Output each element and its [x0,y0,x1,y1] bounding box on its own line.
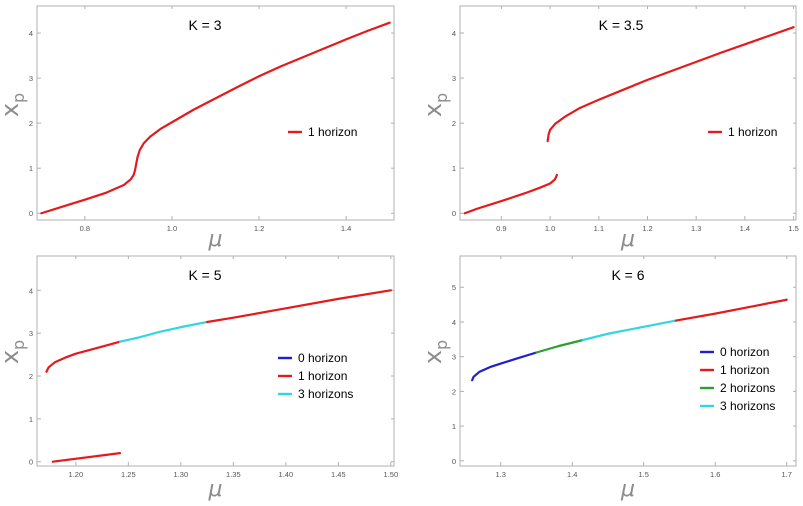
series-line-1-horizon [674,298,788,322]
plot-frame [36,5,395,221]
x-tick-label: 1.4 [740,224,750,233]
y-tick-label: 1 [29,164,33,173]
series-line-1-horizon [40,21,391,215]
chart-panel-3: 1.20 1.25 1.30 1.35 1.40 1.45 1.50 0 1 2 3 4 K = 5 μ x… [0,255,399,502]
y-tick-label: 4 [452,29,456,38]
x-axis-label: μ [208,227,223,252]
x-tick-label: 1.40 [279,470,294,479]
x-tick-label: 1.35 [226,470,241,479]
chart-title: K = 3.5 [599,17,644,33]
legend-label: 1 horizon [728,125,777,139]
y-axis-label: xp [0,93,28,117]
y-tick-label: 3 [452,74,456,83]
legend: 1 horizon [288,125,357,139]
chart-panel-2: 0.9 1.0 1.1 1.2 1.3 1.4 1.5 0 1 2 3 4 K = 3.5 μ xp 1 ho… [419,5,799,252]
x-tick-label: 1.2 [254,224,264,233]
y-tick-label: 2 [452,387,456,396]
y-tick-label: 3 [29,74,33,83]
legend-label: 1 horizon [308,125,357,139]
x-tick-label: 1.25 [121,470,136,479]
x-tick-label: 1.5 [639,470,649,479]
legend: 1 horizon [708,125,777,139]
y-axis-label: xp [419,340,451,364]
y-axis-label-subscript: p [432,93,451,103]
series-line-1-horizon [45,340,122,373]
x-tick-label: 0.9 [496,224,506,233]
y-axis-label-subscript: p [432,340,451,350]
y-tick-label: 2 [452,119,456,128]
series-line-3-horizons [581,319,677,342]
series-line-3-horizons [118,320,209,343]
x-axis-label: μ [208,477,223,502]
series-line-2-horizons [535,338,585,354]
legend-label: 2 horizons [720,381,775,395]
legend: 0 horizon 1 horizon 3 horizons [278,351,353,401]
x-tick-label: 1.5 [788,224,798,233]
chart-panel-1: 0.8 1.0 1.2 1.4 0 1 2 3 4 K = 3 μ xp 1 horizon [0,5,395,252]
y-tick-label: 0 [452,209,456,218]
x-axis-label: μ [620,477,635,502]
x-tick-label: 1.0 [167,224,177,233]
plot-frame [459,255,797,467]
x-tick-label: 0.8 [80,224,90,233]
plot-frame [36,255,395,467]
series-line-1-horizon [463,173,558,215]
y-tick-label: 5 [452,283,456,292]
y-axis-label-main: x [0,350,24,364]
y-axis-label-subscript: p [9,340,28,350]
series-line-1-horizon [206,289,392,324]
x-tick-label: 1.45 [331,470,346,479]
y-tick-label: 3 [29,329,33,338]
y-tick-label: 2 [29,119,33,128]
chart-title: K = 5 [188,267,221,283]
legend-label: 3 horizons [298,387,353,401]
y-axis-label-subscript: p [9,93,28,103]
y-tick-label: 0 [29,209,33,218]
y-tick-label: 4 [29,29,33,38]
x-tick-label: 1.4 [341,224,351,233]
series-line-0-horizon [471,351,538,382]
x-tick-label: 1.50 [384,470,399,479]
chart-panel-4: 1.3 1.4 1.5 1.6 1.7 0 1 2 3 4 5 K = 6 μ xp 0 horizon 1 … [419,255,797,502]
plot-frame [459,5,797,221]
legend-label: 0 horizon [298,351,347,365]
y-axis-label-main: x [0,103,24,117]
x-tick-label: 1.1 [594,224,604,233]
legend-label: 1 horizon [720,363,769,377]
y-axis-label-main: x [419,103,447,117]
legend: 0 horizon 1 horizon 2 horizons 3 horizons [700,345,775,413]
x-tick-label: 1.7 [781,470,791,479]
x-tick-label: 1.6 [710,470,720,479]
y-tick-label: 0 [452,457,456,466]
x-axis-label: μ [620,227,635,252]
legend-label: 3 horizons [720,399,775,413]
y-axis-label: xp [0,340,28,364]
series-line-1-horizon [546,26,795,143]
y-tick-label: 1 [29,415,33,424]
chart-title: K = 3 [188,17,221,33]
y-tick-label: 0 [29,458,33,467]
legend-label: 1 horizon [298,369,347,383]
x-tick-label: 1.3 [691,224,701,233]
x-tick-label: 1.30 [174,470,189,479]
x-tick-label: 1.2 [642,224,652,233]
legend-label: 0 horizon [720,345,769,359]
y-axis-label: xp [419,93,451,117]
x-tick-label: 1.20 [69,470,84,479]
y-tick-label: 1 [452,422,456,431]
x-tick-label: 1.0 [545,224,555,233]
x-tick-label: 1.3 [496,470,506,479]
chart-title: K = 6 [611,267,644,283]
y-tick-label: 4 [29,286,33,295]
x-tick-label: 1.4 [567,470,577,479]
series-line-1-horizon [51,452,122,463]
y-tick-label: 4 [452,318,456,327]
y-axis-label-main: x [419,350,447,364]
y-tick-label: 2 [29,372,33,381]
y-tick-label: 1 [452,164,456,173]
y-tick-label: 3 [452,353,456,362]
